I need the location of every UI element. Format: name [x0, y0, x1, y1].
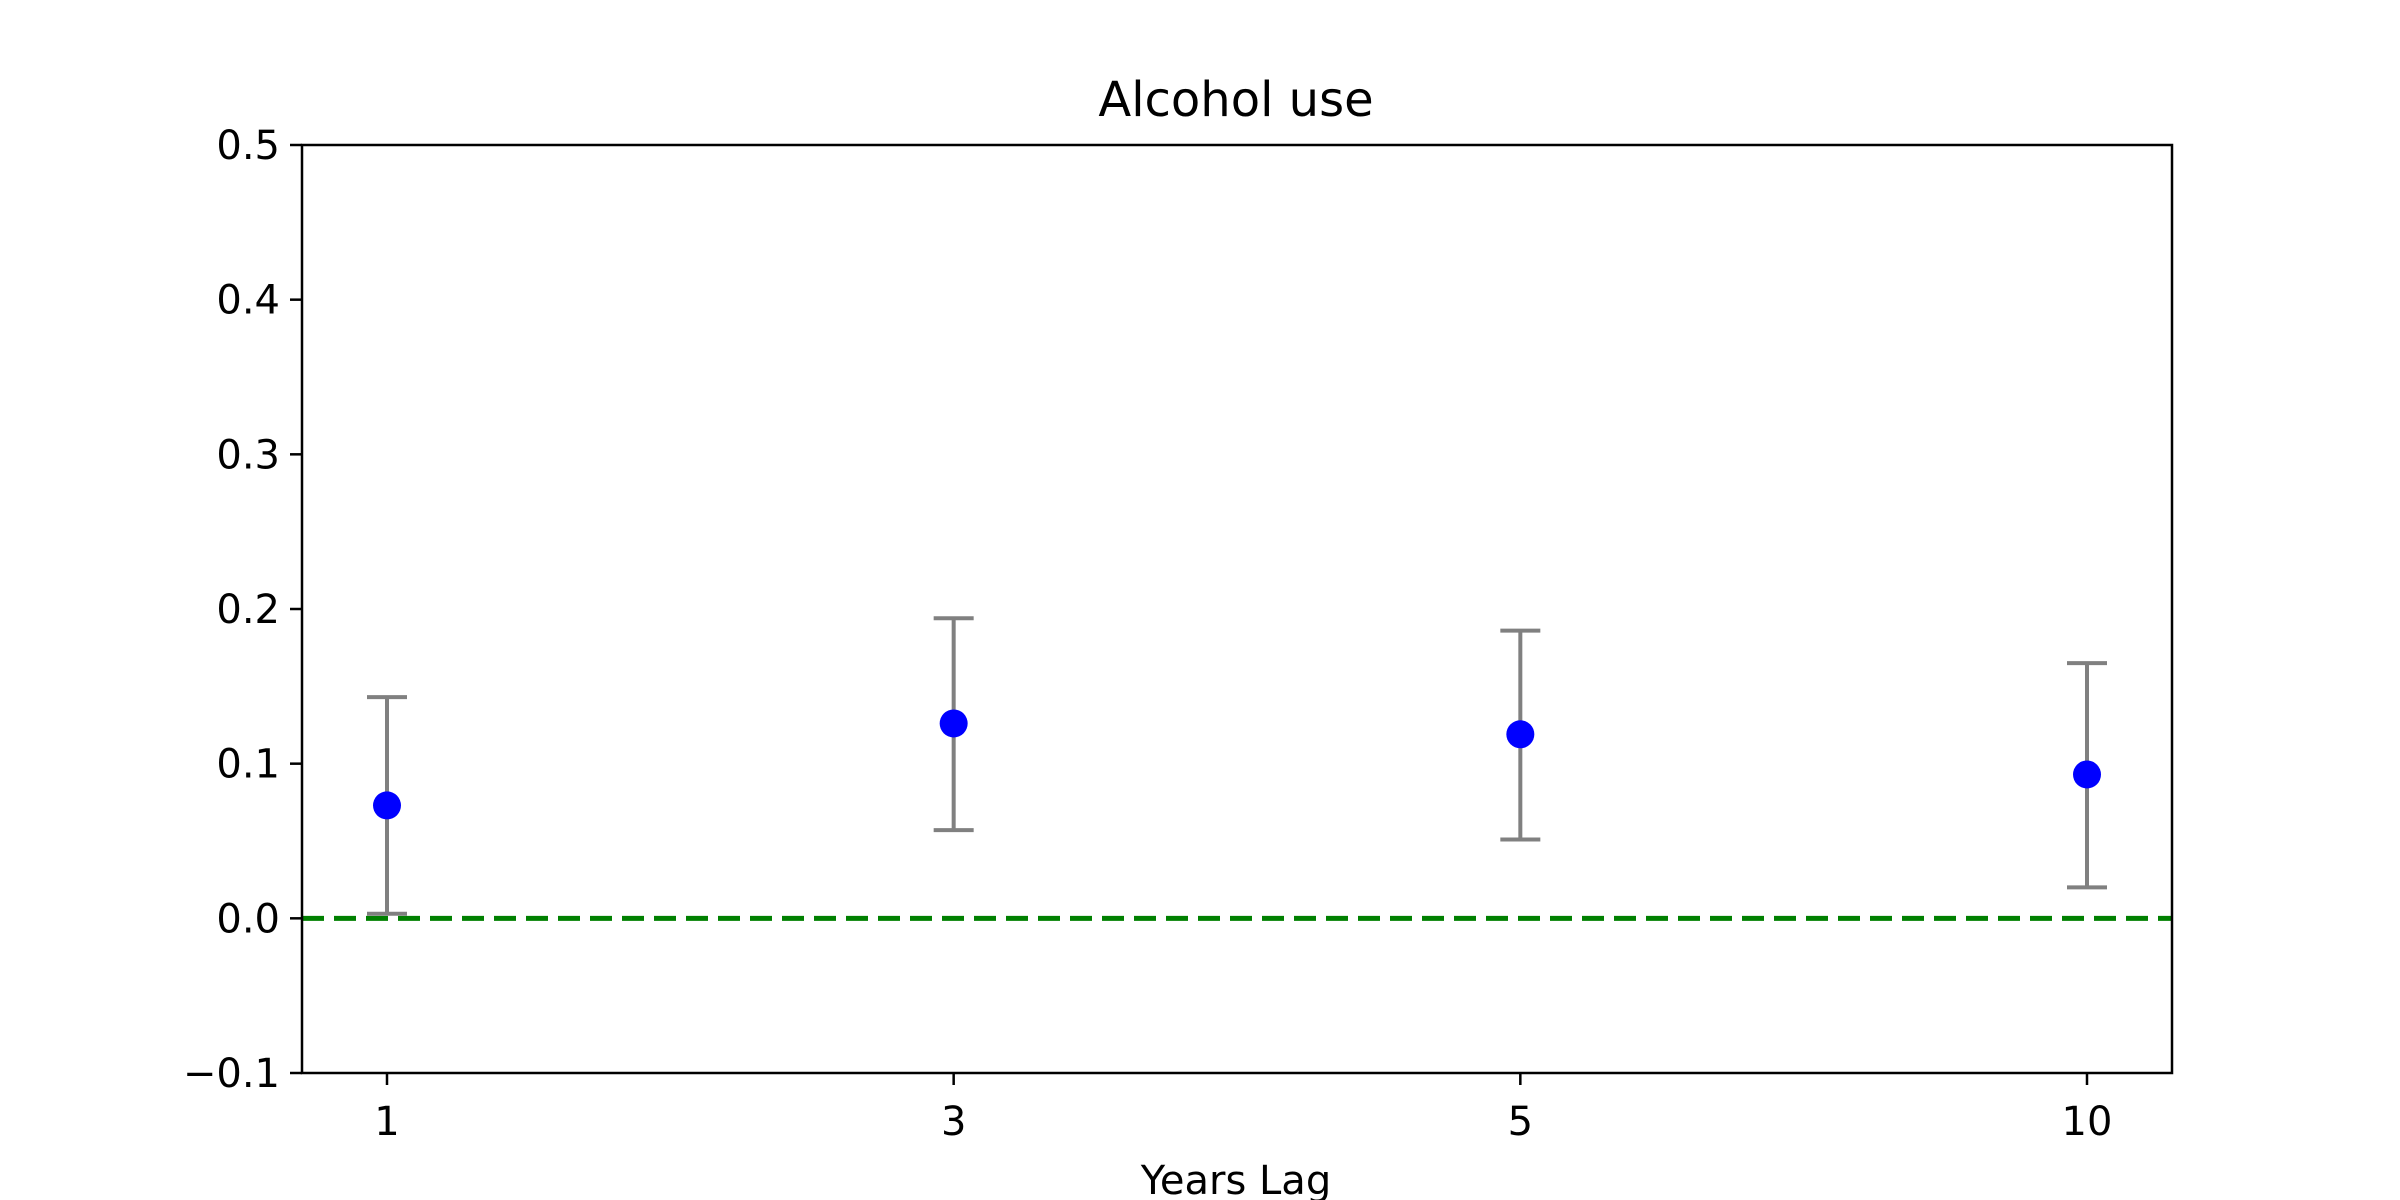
y-tick-label: −0.1	[183, 1051, 280, 1097]
x-tick-label: 5	[1508, 1099, 1533, 1145]
data-point	[2073, 760, 2101, 789]
data-point	[939, 709, 968, 738]
x-tick-label: 10	[2062, 1099, 2113, 1145]
y-tick-label: 0.4	[216, 278, 280, 324]
data-point	[373, 791, 401, 820]
x-axis-label: Years Lag	[1140, 1158, 1331, 1200]
plot-area: −0.1 0.0 0.1 0.2 0.3 0.4 0.5 1 3 5 10	[183, 123, 2174, 1145]
y-tick-label: 0.0	[216, 896, 280, 942]
y-tick-label: 0.3	[216, 432, 280, 478]
y-tick-label: 0.5	[216, 123, 280, 169]
chart-title: Alcohol use	[1098, 72, 1373, 128]
data-point	[1506, 720, 1535, 749]
x-tick-label: 1	[374, 1099, 399, 1145]
y-tick-label: 0.1	[216, 742, 280, 788]
plot-frame	[300, 143, 2174, 1075]
x-tick-label: 3	[941, 1099, 966, 1145]
y-tick-label: 0.2	[216, 587, 280, 633]
